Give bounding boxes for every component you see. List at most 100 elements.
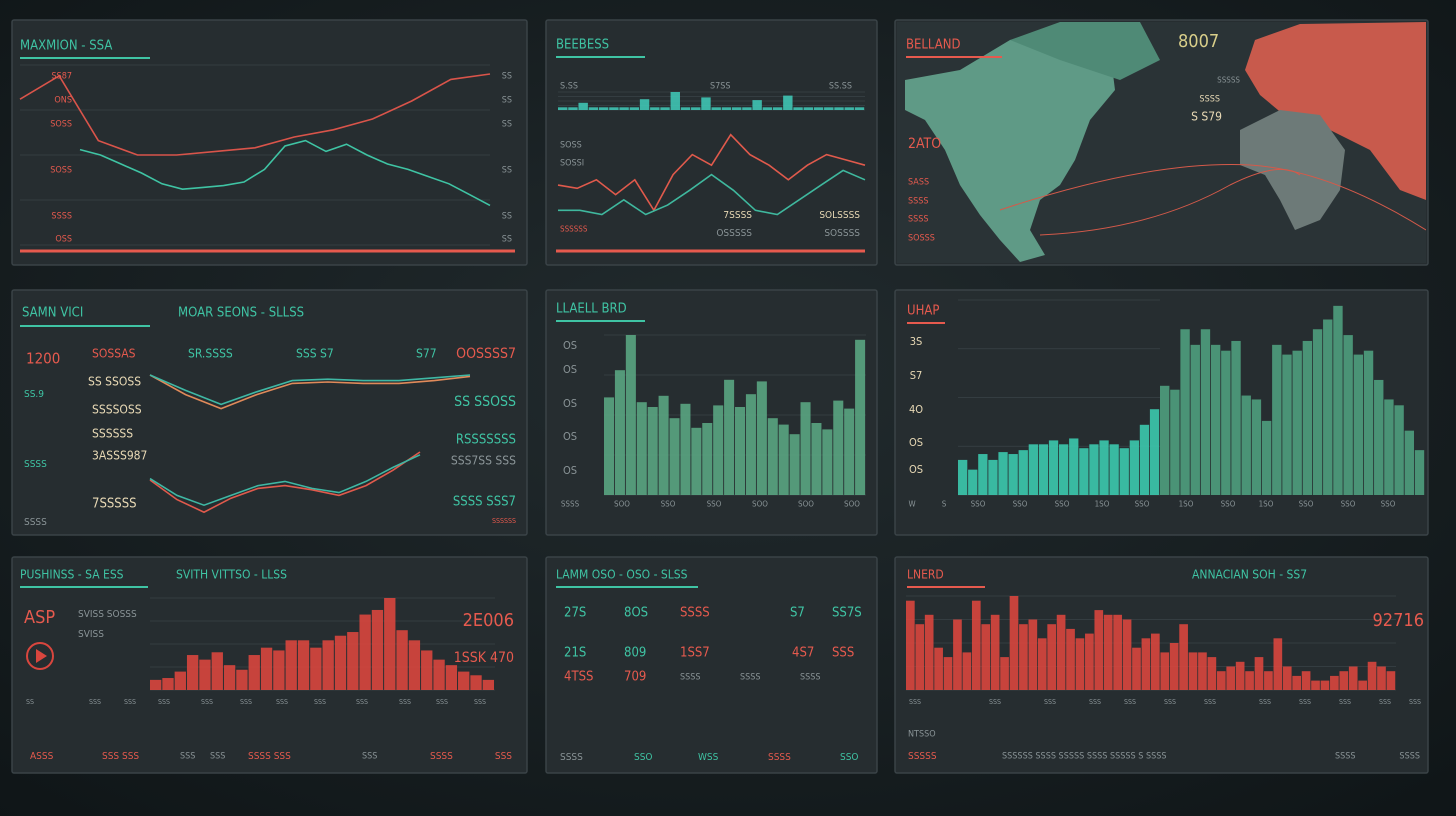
bar xyxy=(783,95,793,110)
label: 27S xyxy=(564,606,586,621)
panel xyxy=(11,289,528,536)
bar xyxy=(1059,444,1069,495)
bar xyxy=(1272,344,1282,495)
bar xyxy=(1358,680,1367,690)
label: SSSSSS xyxy=(492,517,516,525)
bar xyxy=(1139,424,1150,495)
label: OS xyxy=(909,463,923,476)
label: S xyxy=(942,500,947,509)
bar xyxy=(721,107,732,110)
bar xyxy=(1113,614,1122,690)
label: SSO xyxy=(707,500,722,509)
label: BEEBESS xyxy=(556,38,609,53)
bar xyxy=(458,671,470,690)
bar xyxy=(1188,652,1198,690)
label: SSO xyxy=(1341,500,1356,509)
label: SSS SSS xyxy=(102,751,139,762)
label: SOO xyxy=(614,500,630,509)
label: SS xyxy=(502,120,512,130)
label: OS xyxy=(563,397,577,410)
bar xyxy=(1028,444,1038,495)
label: SSO xyxy=(661,500,676,509)
label: SVITH VITTSO - LLSS xyxy=(176,568,287,582)
bar xyxy=(384,598,396,690)
bar xyxy=(1047,624,1057,690)
label: SSS xyxy=(1204,698,1216,706)
label: SSO xyxy=(634,752,653,763)
bar xyxy=(658,395,669,495)
bar xyxy=(822,429,833,495)
bar xyxy=(731,107,742,110)
bar xyxy=(1282,666,1292,690)
bar xyxy=(833,400,844,495)
label: SOSS xyxy=(50,120,72,130)
label: 7SSSS xyxy=(723,210,752,221)
bar xyxy=(347,632,359,690)
bar xyxy=(1094,610,1104,690)
label: SSO xyxy=(840,752,859,763)
bar xyxy=(1169,643,1179,690)
bar xyxy=(811,423,822,495)
bar xyxy=(855,339,866,495)
bar xyxy=(1226,666,1236,690)
label: SSS S7 xyxy=(296,347,334,361)
label: BELLAND xyxy=(906,38,961,53)
label: OSSSSS xyxy=(716,228,752,239)
bar xyxy=(1302,340,1313,495)
label: 2E006 xyxy=(463,610,514,631)
label: SOSSSS xyxy=(824,228,860,239)
label: LAMM OSO - OSO - SLSS xyxy=(556,568,688,582)
label: SSS xyxy=(89,698,101,706)
label: SSSSOSS xyxy=(92,403,142,417)
label: SSS xyxy=(1299,698,1311,706)
label: SSS xyxy=(1044,698,1056,706)
label: SSSS xyxy=(24,459,47,470)
bar xyxy=(1198,652,1207,690)
icon-ring xyxy=(26,642,54,670)
bar xyxy=(396,630,408,690)
label: SS xyxy=(502,96,512,106)
bar xyxy=(988,459,998,495)
label: SSSSSS xyxy=(560,225,588,234)
bar xyxy=(1103,614,1113,690)
label: SSO xyxy=(1055,500,1070,509)
bar xyxy=(1141,638,1151,690)
label: SS87 xyxy=(51,72,72,82)
label: ANNACIAN SOH - SS7 xyxy=(1192,568,1307,582)
label: SSO xyxy=(1221,500,1236,509)
bar xyxy=(558,107,568,110)
bar xyxy=(762,107,773,110)
bar xyxy=(598,107,609,110)
bar xyxy=(915,624,925,690)
label: OS xyxy=(563,430,577,443)
bar xyxy=(1386,671,1396,690)
bar xyxy=(1377,666,1386,690)
bar xyxy=(680,107,691,110)
label: SSSS xyxy=(908,215,929,225)
label: SSS xyxy=(124,698,136,706)
label: 1SO xyxy=(1179,500,1194,509)
label: 809 xyxy=(624,646,646,661)
label: LNERD xyxy=(907,568,944,582)
bar xyxy=(778,424,789,495)
label: SSSS xyxy=(680,606,710,621)
label: PUSHINSS - SA ESS xyxy=(20,568,124,582)
label: 4S7 xyxy=(792,646,814,661)
bar xyxy=(1264,671,1273,690)
label: SSS xyxy=(180,752,195,762)
bar xyxy=(990,614,1000,690)
label: SSS xyxy=(436,698,448,706)
bar xyxy=(1367,661,1377,690)
route-line xyxy=(1039,168,1301,236)
panel xyxy=(11,19,528,266)
label: ONS xyxy=(54,96,72,106)
bar xyxy=(433,659,445,690)
bar xyxy=(1008,454,1018,495)
bar xyxy=(150,679,162,690)
label: SSSS xyxy=(430,751,453,762)
label: OS xyxy=(563,363,577,376)
bar xyxy=(614,370,625,495)
bar xyxy=(1149,409,1160,495)
bar xyxy=(1200,329,1211,495)
